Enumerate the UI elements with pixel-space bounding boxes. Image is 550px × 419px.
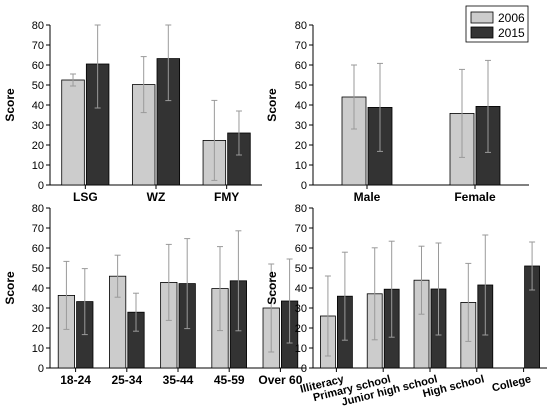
y-tick-label: 50 [32, 80, 44, 92]
chart-panel-4: 01020304050607080ScoreIlliteracyPrimary … [265, 203, 547, 409]
y-tick-label: 80 [295, 203, 307, 215]
y-tick-label: 10 [32, 343, 44, 355]
x-tick-label: College [491, 373, 532, 394]
y-tick-label: 80 [32, 20, 44, 32]
y-tick-label: 80 [32, 203, 44, 215]
y-tick-label: 60 [32, 243, 44, 255]
x-tick-label: Male [354, 190, 381, 204]
y-tick-label: 40 [32, 283, 44, 295]
legend-swatch-2015 [470, 26, 494, 39]
x-tick-label: 25-34 [111, 373, 142, 387]
y-tick-label: 70 [295, 223, 307, 235]
y-axis-label: Score [3, 88, 17, 122]
y-tick-label: 70 [295, 40, 307, 52]
x-tick-label: WZ [147, 190, 166, 204]
x-tick-label: 18-24 [60, 373, 91, 387]
x-tick-label: FMY [214, 190, 239, 204]
y-tick-label: 40 [32, 100, 44, 112]
y-tick-label: 50 [295, 263, 307, 275]
y-tick-label: 30 [295, 303, 307, 315]
y-tick-label: 10 [295, 160, 307, 172]
y-tick-label: 0 [38, 363, 44, 375]
y-tick-label: 30 [32, 303, 44, 315]
chart-panel-3: 0 10 20 30 40 50 60 70 80 Score 18-24 25-34 35-44 45-… [3, 203, 306, 387]
legend-label-2006: 2006 [498, 11, 525, 25]
y-axis-label: Score [265, 271, 279, 305]
x-tick-label: LSG [73, 190, 98, 204]
legend-label-2015: 2015 [498, 26, 525, 40]
bar-2006-lsg [61, 79, 85, 186]
y-tick-label: 60 [32, 60, 44, 72]
y-tick-label: 20 [32, 140, 44, 152]
y-tick-label: 50 [295, 80, 307, 92]
y-tick-label: 30 [295, 120, 307, 132]
x-tick-label: 35-44 [163, 373, 194, 387]
y-tick-label: 20 [295, 140, 307, 152]
y-axis-label: Score [3, 271, 17, 305]
legend-swatch-2006 [470, 11, 494, 24]
y-tick-label: 20 [295, 323, 307, 335]
y-tick-label: 40 [295, 283, 307, 295]
y-tick-label: 0 [38, 180, 44, 192]
y-tick-label: 50 [32, 263, 44, 275]
y-tick-label: 10 [295, 343, 307, 355]
y-tick-label: 20 [32, 323, 44, 335]
y-tick-label: 80 [295, 20, 307, 32]
y-tick-label: 0 [301, 363, 307, 375]
x-tick-label: Over 60 [258, 373, 302, 387]
y-tick-label: 60 [295, 60, 307, 72]
y-tick-label: 0 [301, 180, 307, 192]
y-axis-label: Score [265, 88, 279, 122]
y-tick-label: 10 [32, 160, 44, 172]
y-tick-label: 70 [32, 223, 44, 235]
y-tick-label: 70 [32, 40, 44, 52]
chart-panel-1: 0 10 20 30 40 50 60 70 80 Score LSG WZ FMY [3, 20, 262, 204]
x-tick-label: Female [454, 190, 496, 204]
y-tick-label: 30 [32, 120, 44, 132]
y-tick-label: 40 [295, 100, 307, 112]
y-tick-label: 60 [295, 243, 307, 255]
x-tick-label: 45-59 [214, 373, 245, 387]
